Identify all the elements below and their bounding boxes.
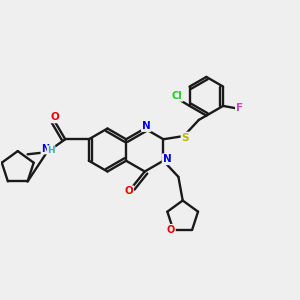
Text: N: N <box>142 121 151 131</box>
Text: N: N <box>41 144 50 154</box>
Text: N: N <box>163 154 171 164</box>
Text: O: O <box>124 186 133 196</box>
Text: F: F <box>236 103 243 113</box>
Text: O: O <box>167 225 175 235</box>
Text: O: O <box>50 112 59 122</box>
Text: H: H <box>47 146 55 155</box>
Text: S: S <box>182 133 189 142</box>
Text: Cl: Cl <box>172 91 183 101</box>
